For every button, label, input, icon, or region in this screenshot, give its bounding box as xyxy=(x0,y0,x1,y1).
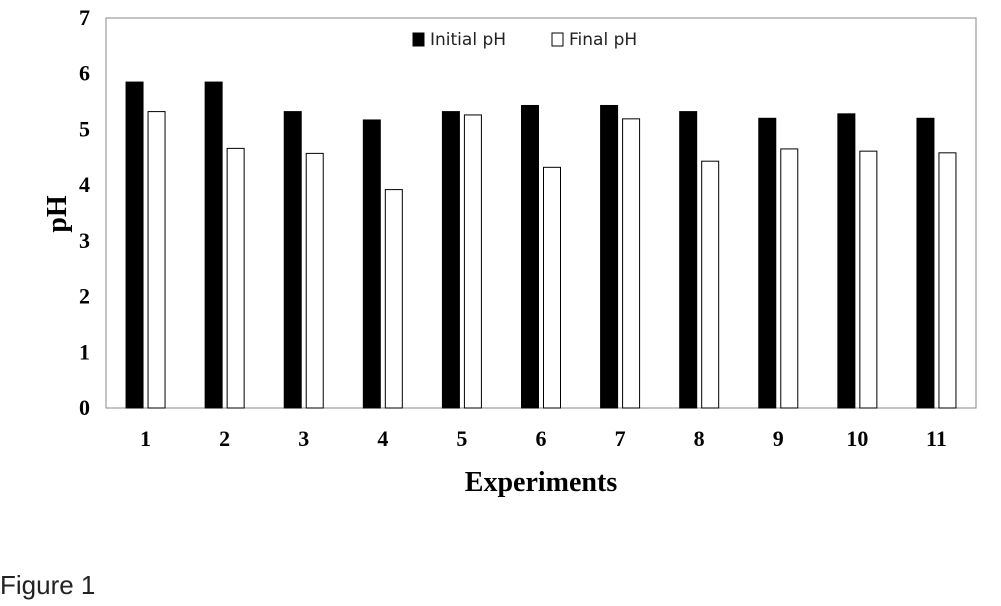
initial-ph-bar-6 xyxy=(521,104,539,409)
x-tick-label: 3 xyxy=(298,426,309,451)
y-tick-label: 6 xyxy=(79,61,90,86)
x-tick-label: 10 xyxy=(846,426,868,451)
final-ph-bar-9 xyxy=(780,148,799,409)
initial-ph-bar-9 xyxy=(758,117,777,409)
final-ph-bar-11 xyxy=(938,152,957,409)
y-axis-ticks: 0 1 2 3 4 5 6 7 xyxy=(79,5,90,420)
final-ph-bar-7 xyxy=(622,118,641,409)
ph-bar-chart: 0 1 2 3 4 5 6 7 1 2 3 4 5 6 7 8 9 10 11 Initial pH Final … xyxy=(42,5,977,498)
x-axis-title: Experiments xyxy=(465,467,618,498)
y-tick-label: 2 xyxy=(79,284,90,309)
initial-ph-bar-5 xyxy=(441,111,460,409)
initial-ph-bar-4 xyxy=(362,119,381,409)
x-tick-label: 8 xyxy=(694,426,705,451)
final-ph-bar-10 xyxy=(859,150,878,409)
x-tick-label: 2 xyxy=(219,426,230,451)
final-ph-bar-1 xyxy=(147,111,166,409)
legend-label-final: Final pH xyxy=(569,30,637,50)
legend-swatch-initial xyxy=(412,32,425,47)
bar-series xyxy=(125,81,957,409)
x-tick-label: 1 xyxy=(140,426,151,451)
y-tick-label: 1 xyxy=(79,339,90,364)
plot-area xyxy=(105,17,977,409)
final-ph-bar-3 xyxy=(305,152,324,409)
legend-swatch-final xyxy=(551,32,564,47)
x-tick-label: 11 xyxy=(926,426,947,451)
final-ph-bar-8 xyxy=(701,160,720,409)
y-tick-label: 0 xyxy=(79,395,90,420)
initial-ph-bar-7 xyxy=(600,104,619,409)
final-ph-bar-5 xyxy=(463,114,482,409)
x-tick-label: 4 xyxy=(377,426,388,451)
y-tick-label: 7 xyxy=(79,5,90,30)
initial-ph-bar-8 xyxy=(679,111,698,409)
x-tick-label: 9 xyxy=(773,426,784,451)
initial-ph-bar-3 xyxy=(283,111,302,409)
final-ph-bar-2 xyxy=(226,147,245,409)
x-tick-label: 7 xyxy=(615,426,626,451)
figure-caption: Figure 1 xyxy=(0,570,96,600)
y-tick-label: 3 xyxy=(79,228,90,253)
initial-ph-bar-2 xyxy=(204,81,223,409)
x-axis-ticks: 1 2 3 4 5 6 7 8 9 10 11 xyxy=(140,426,947,451)
y-axis-title: pH xyxy=(42,195,73,233)
x-tick-label: 6 xyxy=(536,426,547,451)
y-tick-label: 5 xyxy=(79,116,90,141)
initial-ph-bar-1 xyxy=(125,81,144,409)
final-ph-bar-6 xyxy=(543,166,561,409)
legend-label-initial: Initial pH xyxy=(430,30,506,50)
x-tick-label: 5 xyxy=(456,426,467,451)
initial-ph-bar-10 xyxy=(837,113,856,409)
initial-ph-bar-11 xyxy=(916,117,935,409)
y-tick-label: 4 xyxy=(79,172,90,197)
final-ph-bar-4 xyxy=(384,189,403,409)
legend: Initial pH Final pH xyxy=(412,30,637,50)
